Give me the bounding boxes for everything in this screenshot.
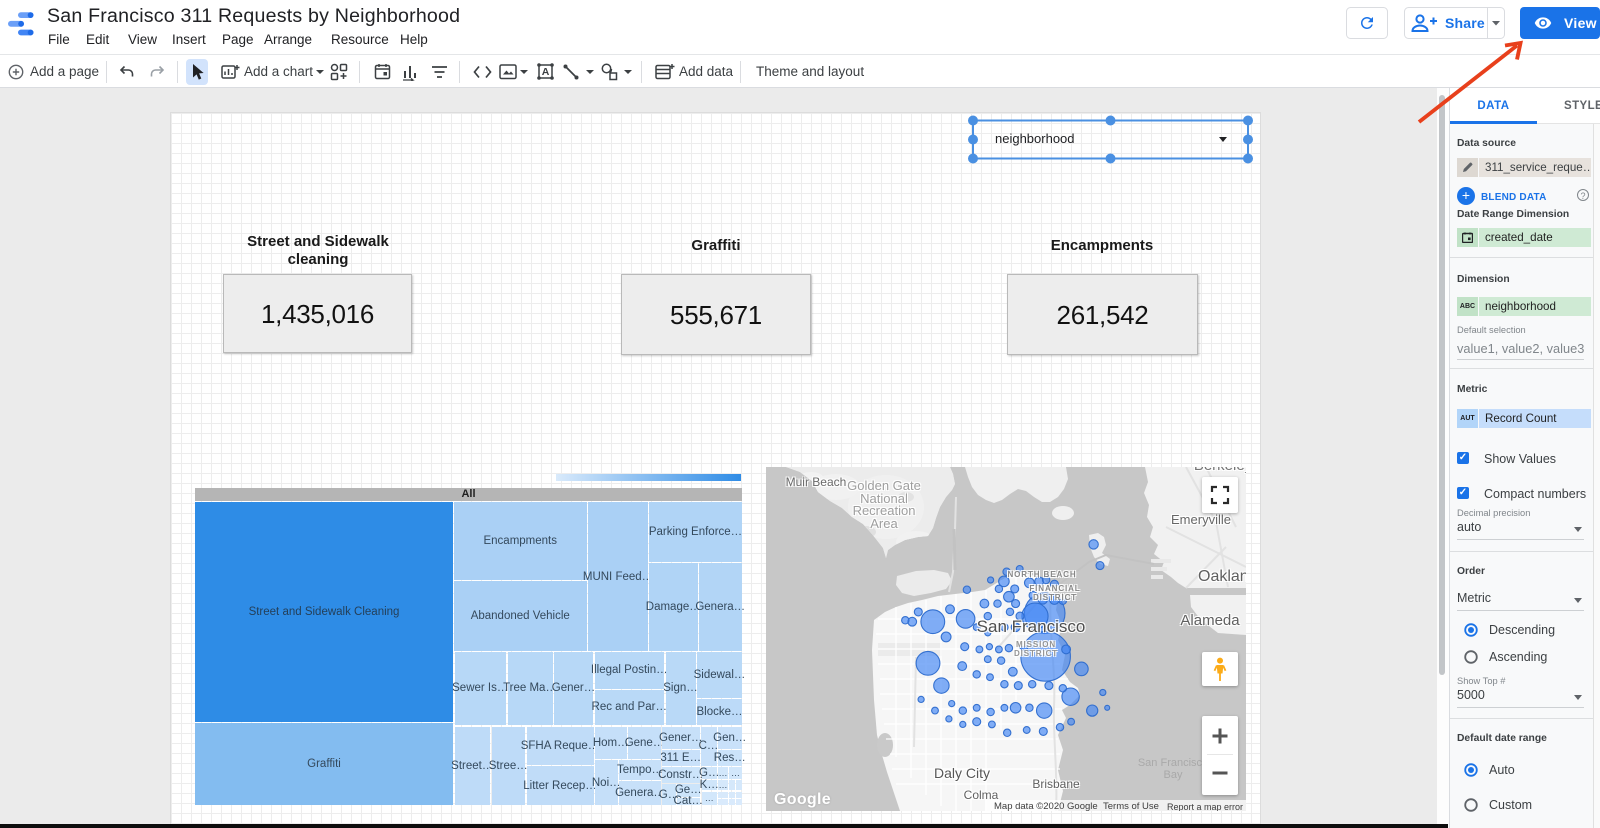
svg-text:View: View: [1564, 15, 1597, 31]
svg-text:Share: Share: [1445, 15, 1485, 31]
svg-text:A: A: [542, 66, 550, 78]
